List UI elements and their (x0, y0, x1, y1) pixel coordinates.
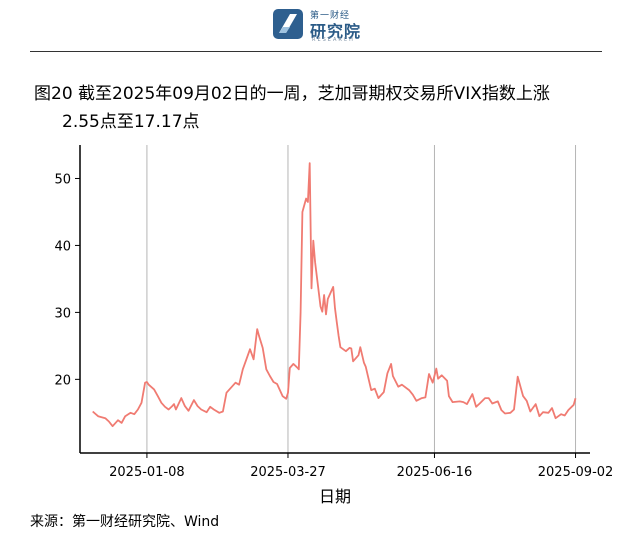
title-line-1: 图20 截至2025年09月02日的一周，芝加哥期权交易所VIX指数上涨 (34, 84, 550, 104)
x-tick-label-3: 2025-09-02 (538, 465, 614, 480)
figure-title: 图20 截至2025年09月02日的一周，芝加哥期权交易所VIX指数上涨 2.5… (34, 80, 624, 136)
logo-sub-text: RESEARCH (312, 37, 355, 43)
x-axis-label: 日期 (319, 487, 351, 506)
x-tick-label-2: 2025-06-16 (397, 465, 473, 480)
vix-series-line (92, 162, 577, 428)
logo-top-text: 第一财经 (310, 11, 351, 21)
book-logo-icon (273, 9, 303, 39)
source-note: 来源：第一财经研究院、Wind (30, 514, 220, 530)
y-axis: 20 30 40 50 (54, 145, 81, 453)
x-tick-label-1: 2025-03-27 (250, 465, 326, 480)
y-tick-label-2: 40 (54, 239, 71, 254)
x-tick-label-0: 2025-01-08 (109, 465, 185, 480)
y-tick-label-1: 30 (54, 306, 71, 321)
brand-logo: 第一财经 研究院 RESEARCH (270, 6, 370, 46)
header-divider (30, 51, 602, 52)
x-axis: 2025-01-08 2025-03-27 2025-06-16 2025-09-02 (80, 452, 614, 480)
report-header: 第一财经 研究院 RESEARCH (0, 0, 640, 52)
y-tick-label-3: 50 (54, 172, 71, 187)
logo-main-text: 研究院 (310, 22, 362, 41)
y-tick-label-0: 20 (54, 373, 71, 388)
title-line-2: 2.55点至17.17点 (62, 112, 200, 132)
vertical-gridlines (146, 145, 577, 453)
